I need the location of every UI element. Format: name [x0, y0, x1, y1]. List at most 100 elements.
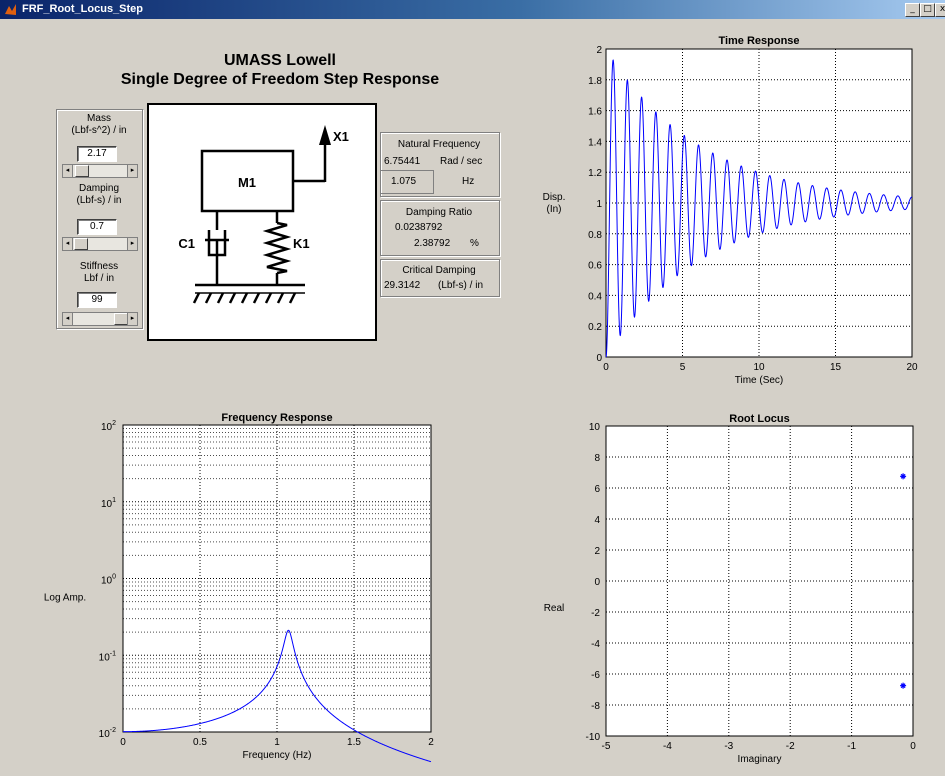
natural-frequency-hz-unit: Hz: [462, 176, 475, 187]
mass-field[interactable]: 2.17: [77, 146, 117, 162]
natural-frequency-hz-cell: [380, 170, 434, 194]
close-icon[interactable]: x: [935, 3, 945, 17]
window-title: FRF_Root_Locus_Step: [22, 3, 144, 15]
critical-damping-box: [380, 259, 500, 297]
window-titlebar[interactable]: FRF_Root_Locus_Step _ □ x: [0, 0, 945, 19]
y-tick-label: 0.6: [588, 261, 602, 272]
spring-label: K1: [293, 236, 310, 251]
y-tick-label: 10-1: [99, 650, 116, 663]
critical-damping-title: Critical Damping: [402, 265, 476, 276]
damping-unit-label: (Lbf-s) / in: [76, 195, 122, 206]
y-tick-label: -2: [591, 608, 600, 619]
slider-left-icon[interactable]: ◂: [63, 238, 73, 250]
natural-frequency-box: [380, 132, 500, 197]
y-tick-label: 1.8: [588, 76, 602, 87]
y-tick-label: 1: [596, 199, 602, 210]
mass-unit-label: (Lbf-s^2) / in: [71, 125, 127, 136]
frequency-response-chart[interactable]: Frequency Response 10-2 10-1 100 101 102 0 0.5 1…: [30, 404, 450, 776]
y-axis-unit-label: (In): [547, 204, 562, 215]
slider-left-icon[interactable]: ◂: [63, 165, 73, 177]
stiffness-unit-label: Lbf / in: [83, 273, 115, 284]
stiffness-field[interactable]: 99: [77, 292, 117, 308]
natural-frequency-hz-value: 1.075: [391, 176, 417, 187]
output-label: X1: [333, 129, 349, 144]
critical-damping-value: 29.3142: [384, 280, 421, 291]
y-tick-label: 1.6: [588, 107, 602, 118]
y-tick-label: 10: [589, 422, 601, 433]
damper-symbol: [205, 211, 229, 285]
series-line-displacement: [605, 59, 913, 358]
x-tick-label: 15: [830, 362, 842, 373]
maximize-icon[interactable]: □: [920, 3, 935, 17]
mass-slider[interactable]: ◂ ▸: [62, 164, 138, 178]
y-tick-label: 6: [594, 484, 600, 495]
stiffness-slider-thumb[interactable]: [114, 313, 128, 325]
y-tick-label: 0: [596, 353, 602, 364]
y-tick-label: 0.4: [588, 291, 602, 302]
damping-slider-thumb[interactable]: [74, 238, 88, 250]
slider-right-icon[interactable]: ▸: [127, 238, 137, 250]
slider-left-icon[interactable]: ◂: [63, 313, 73, 325]
chart-title: Time Response: [718, 35, 799, 47]
diagram-frame: [147, 103, 377, 341]
x-axis-label: Frequency (Hz): [243, 750, 312, 761]
x-tick-label: 1.5: [347, 737, 361, 748]
y-tick-label: 102: [101, 420, 116, 433]
y-tick-label: 4: [594, 515, 600, 526]
minimize-icon[interactable]: _: [905, 3, 920, 17]
damping-ratio-value: 0.0238792: [395, 222, 443, 233]
parameter-panel: [56, 109, 144, 330]
x-tick-label: -3: [724, 741, 733, 752]
natural-frequency-rad-value: 6.75441: [384, 156, 421, 167]
x-tick-label: 0.5: [193, 737, 207, 748]
ground-symbol: [192, 283, 305, 304]
y-tick-label: 0.2: [588, 322, 602, 333]
mass-slider-thumb[interactable]: [75, 165, 89, 177]
y-tick-label: 100: [101, 574, 116, 587]
mass-label: Mass: [87, 113, 111, 124]
x-tick-label: 10: [753, 362, 765, 373]
damping-ratio-box: [380, 200, 500, 256]
damping-ratio-percent-value: 2.38792: [414, 238, 451, 249]
page-subtitle: Single Degree of Freedom Step Response: [120, 71, 440, 88]
damper-label: C1: [178, 236, 195, 251]
x-tick-label: 0: [603, 362, 609, 373]
x-tick-label: -2: [786, 741, 795, 752]
damping-ratio-percent-unit: %: [470, 238, 479, 249]
root-locus-chart[interactable]: Root Locus-5 -4 -3 -2 -1 0-10-8-6-4-20246810I…: [520, 404, 945, 776]
root-point: [900, 473, 907, 480]
damping-field[interactable]: 0.7: [77, 219, 117, 235]
x-tick-label: 0: [120, 737, 126, 748]
y-tick-label: 1.2: [588, 168, 602, 179]
damping-slider[interactable]: ◂ ▸: [62, 237, 138, 251]
x-tick-label: 20: [906, 362, 918, 373]
y-axis-label: Disp.: [543, 192, 566, 203]
y-tick-label: 101: [101, 497, 116, 510]
x-tick-label: -1: [847, 741, 856, 752]
y-tick-label: -6: [591, 670, 600, 681]
slider-right-icon[interactable]: ▸: [127, 165, 137, 177]
critical-damping-unit: (Lbf-s) / in: [438, 280, 484, 291]
mass-symbol-label: M1: [238, 175, 256, 190]
time-response-chart[interactable]: Time Response 0 5 10 15 20 0 0.2 0.4 0.6 0.8 1 1.2 1.…: [520, 26, 945, 398]
x-tick-label: -5: [602, 741, 611, 752]
x-tick-label: 2: [428, 737, 434, 748]
chart-title: Root Locus: [729, 413, 790, 425]
y-tick-label: 8: [594, 453, 600, 464]
spring-symbol: [262, 211, 292, 285]
y-tick-label: 1.4: [588, 137, 602, 148]
y-tick-label: 10-2: [99, 727, 116, 740]
y-tick-label: -4: [591, 639, 600, 650]
sdof-diagram: M1 X1 C1 K1: [147, 103, 377, 341]
slider-right-icon[interactable]: ▸: [127, 313, 137, 325]
y-tick-label: 0.8: [588, 230, 602, 241]
stiffness-slider[interactable]: ◂ ▸: [62, 312, 138, 326]
natural-frequency-title: Natural Frequency: [397, 139, 481, 150]
y-axis-label: Log Amp.: [44, 593, 86, 604]
y-tick-label: -10: [586, 732, 601, 743]
y-tick-label: 0: [594, 577, 600, 588]
chart-title: Frequency Response: [221, 412, 332, 424]
y-tick-label: 2: [594, 546, 600, 557]
x-tick-label: 1: [274, 737, 280, 748]
x-tick-label: 5: [680, 362, 686, 373]
